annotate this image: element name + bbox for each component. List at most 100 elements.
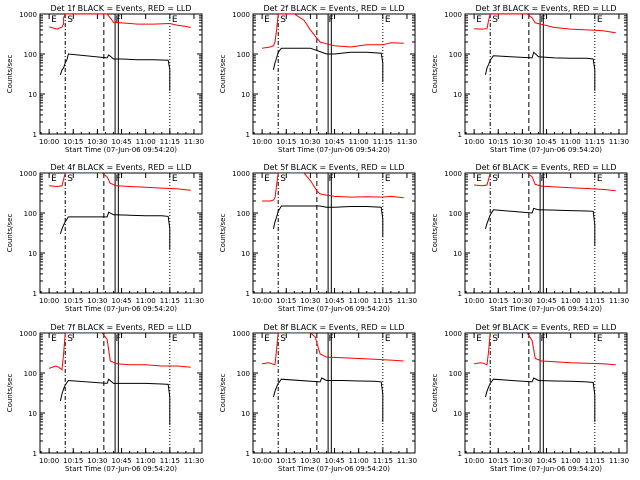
y-tick-label: 1000 (232, 170, 250, 178)
x-tick-label: 11:00 (561, 297, 581, 305)
chart-title: Det 5f BLACK = Events, RED = LLD (263, 163, 404, 172)
time-marker-label: E (385, 334, 391, 344)
time-marker-label: F (540, 334, 545, 344)
y-tick-label: 1 (458, 450, 462, 458)
x-tick-label: 10:45 (536, 138, 556, 146)
events-series-line (484, 377, 596, 422)
x-tick-label: 11:00 (136, 297, 156, 305)
x-tick-label: 10:30 (300, 297, 320, 305)
detector-panel-4: Det 4f BLACK = Events, RED = LLD 1 10 100 10… (6, 163, 204, 313)
time-marker-label: F (115, 174, 120, 184)
y-tick-label: 100 (449, 210, 462, 218)
plot-frame (39, 332, 203, 454)
time-marker-label: F (328, 334, 333, 344)
y-axis-label: Counts/sec (219, 374, 227, 413)
time-marker-label: S (67, 15, 73, 25)
lld-series-line (48, 333, 191, 371)
lld-series-line (262, 173, 404, 202)
x-axis-label: Start Time (07-Jun-06 09:54:20) (490, 146, 602, 154)
plot-area (49, 173, 191, 293)
y-tick-label: 100 (24, 210, 37, 218)
y-tick-label: 1000 (19, 11, 37, 19)
x-axis-label: Start Time (07-Jun-06 09:54:20) (278, 305, 390, 313)
detector-panel-5: Det 5f BLACK = Events, RED = LLD 1 10 100 10… (219, 163, 417, 313)
time-marker-label: E (597, 174, 603, 184)
y-tick-label: 1 (246, 131, 250, 139)
x-tick-label: 10:15 (63, 138, 83, 146)
y-axis-label: Counts/sec (431, 374, 439, 413)
x-tick-label: 10:15 (63, 457, 83, 465)
time-marker-label: E (385, 15, 391, 25)
x-tick-label: 10:00 (252, 138, 272, 146)
x-tick-label: 10:00 (39, 138, 59, 146)
events-series-line (59, 53, 171, 91)
x-tick-label: 10:00 (252, 297, 272, 305)
chart-title: Det 1f BLACK = Events, RED = LLD (50, 4, 191, 13)
detector-panel-9: Det 9f BLACK = Events, RED = LLD 1 10 100 10… (431, 323, 629, 473)
y-tick-label: 10 (28, 250, 37, 258)
y-axis-label: Counts/sec (431, 55, 439, 94)
lld-series-line (262, 14, 404, 49)
x-tick-label: 11:15 (373, 297, 393, 305)
x-axis-label: Start Time (07-Jun-06 09:54:20) (278, 146, 390, 154)
x-tick-label: 11:15 (160, 457, 180, 465)
y-tick-label: 1 (246, 450, 250, 458)
x-tick-label: 11:30 (397, 297, 417, 305)
detector-panel-1: Det 1f BLACK = Events, RED = LLD 1 10 100 10… (6, 4, 204, 154)
y-tick-label: 1 (458, 290, 462, 298)
detector-panel-6: Det 6f BLACK = Events, RED = LLD 1 10 100 10… (431, 163, 629, 313)
x-tick-label: 11:00 (349, 457, 369, 465)
events-series-line (484, 207, 596, 246)
x-tick-label: 11:15 (160, 297, 180, 305)
detector-panel-3: Det 3f BLACK = Events, RED = LLD 1 10 100 10… (431, 4, 629, 154)
y-tick-label: 1000 (232, 11, 250, 19)
x-tick-label: 11:15 (160, 138, 180, 146)
x-tick-label: 10:15 (488, 138, 508, 146)
time-marker-label: E (264, 15, 270, 25)
x-tick-label: 10:15 (488, 457, 508, 465)
events-series-line (484, 51, 596, 91)
x-tick-label: 11:00 (136, 138, 156, 146)
events-series-line (272, 205, 384, 238)
y-axis-label: Counts/sec (431, 214, 439, 253)
chart-title: Det 3f BLACK = Events, RED = LLD (475, 4, 616, 13)
x-tick-label: 10:45 (324, 457, 344, 465)
plot-frame (252, 172, 416, 294)
y-tick-label: 1 (33, 131, 37, 139)
x-tick-label: 10:45 (536, 297, 556, 305)
x-axis-label: Start Time (07-Jun-06 09:54:20) (65, 146, 177, 154)
time-marker-label: F (540, 15, 545, 25)
time-marker-label: E (51, 15, 57, 25)
time-marker-label: E (597, 15, 603, 25)
time-marker-label: F (115, 334, 120, 344)
x-tick-label: 10:15 (488, 297, 508, 305)
y-tick-label: 100 (449, 51, 462, 59)
y-tick-label: 1 (458, 131, 462, 139)
y-tick-label: 10 (241, 410, 250, 418)
x-tick-label: 11:15 (585, 297, 605, 305)
detector-panel-8: Det 8f BLACK = Events, RED = LLD 1 10 100 10… (219, 323, 417, 473)
plot-area (262, 333, 404, 453)
x-tick-label: 11:00 (136, 457, 156, 465)
chart-title: Det 8f BLACK = Events, RED = LLD (263, 323, 404, 332)
y-axis-label: Counts/sec (219, 55, 227, 94)
plot-frame (464, 172, 628, 294)
x-tick-label: 11:00 (349, 138, 369, 146)
events-series-line (272, 47, 384, 82)
x-tick-label: 10:30 (300, 138, 320, 146)
x-tick-label: 11:15 (585, 457, 605, 465)
time-marker-label: S (280, 174, 286, 184)
x-tick-label: 10:30 (512, 138, 532, 146)
x-tick-label: 10:30 (87, 457, 107, 465)
detector-panel-7: Det 7f BLACK = Events, RED = LLD 1 10 100 10… (6, 323, 204, 473)
x-tick-label: 11:15 (373, 457, 393, 465)
y-tick-label: 10 (453, 91, 462, 99)
plot-area (48, 14, 191, 134)
y-tick-label: 10 (28, 91, 37, 99)
x-tick-label: 11:30 (397, 138, 417, 146)
events-series-line (59, 211, 171, 250)
chart-title: Det 7f BLACK = Events, RED = LLD (50, 323, 191, 332)
y-tick-label: 1000 (232, 330, 250, 338)
x-tick-label: 10:30 (300, 457, 320, 465)
y-tick-label: 1000 (444, 330, 462, 338)
